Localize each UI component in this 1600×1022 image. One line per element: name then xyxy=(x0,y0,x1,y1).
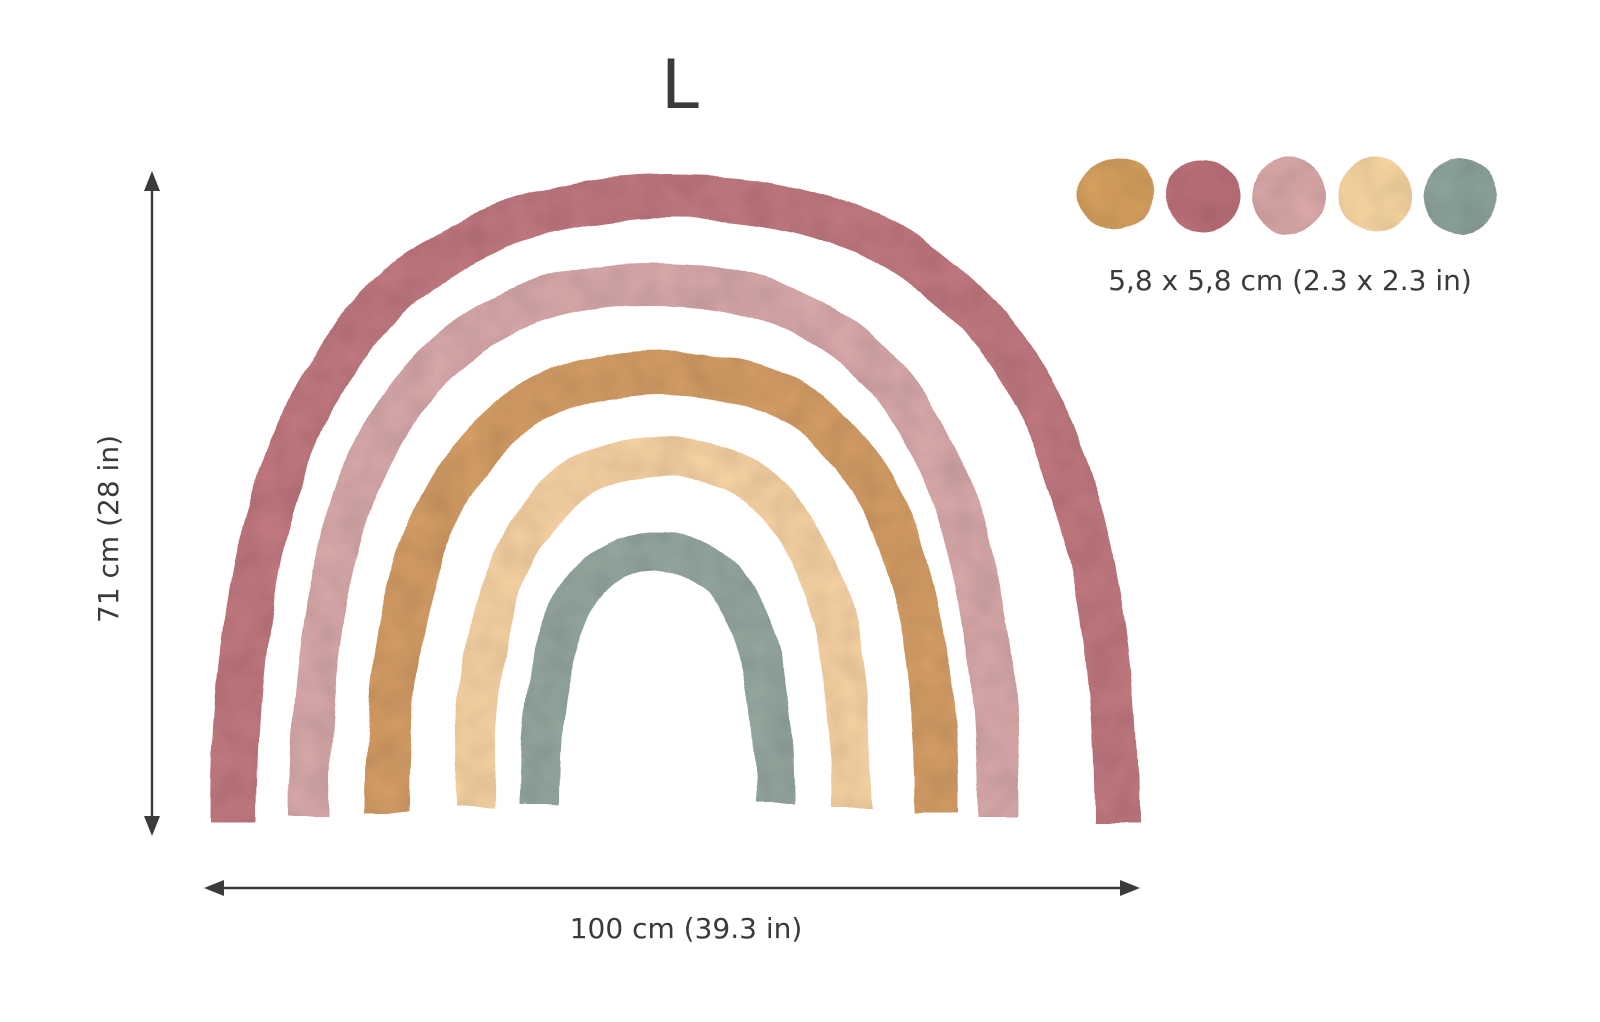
width-arrow-left-head xyxy=(204,880,224,896)
height-label: 71 cm (28 in) xyxy=(92,435,125,623)
dot-peach xyxy=(1338,158,1412,232)
width-arrow-right-head xyxy=(1120,880,1140,896)
size-label: L xyxy=(661,46,699,125)
rainbow-sticker xyxy=(212,174,1138,824)
rainbow-band-peach xyxy=(454,436,872,809)
rainbow-band-sage xyxy=(519,530,795,806)
dot-stickers xyxy=(1080,158,1498,232)
width-label: 100 cm (39.3 in) xyxy=(570,912,803,945)
height-arrow-bottom-head xyxy=(144,816,160,836)
dots-size-label: 5,8 x 5,8 cm (2.3 x 2.3 in) xyxy=(1108,264,1472,297)
rainbow-band-ochre xyxy=(365,349,959,814)
dot-ochre xyxy=(1080,158,1154,232)
height-dimension: 71 cm (28 in) xyxy=(92,171,160,836)
width-dimension: 100 cm (39.3 in) xyxy=(204,880,1140,945)
rainbow-band-dusty-pink xyxy=(288,262,1020,819)
height-arrow-top-head xyxy=(144,171,160,191)
dot-terracotta-rose xyxy=(1166,158,1240,232)
dot-dusty-pink xyxy=(1252,158,1326,232)
dot-sage xyxy=(1424,158,1498,232)
rainbow-band-terracotta-rose xyxy=(212,174,1138,824)
